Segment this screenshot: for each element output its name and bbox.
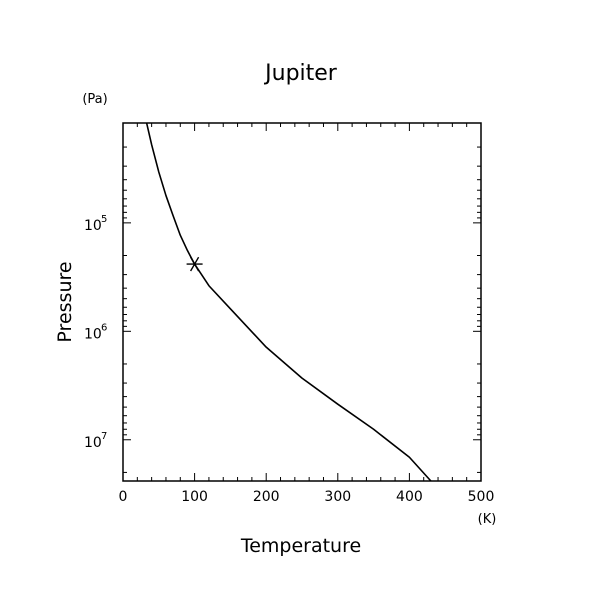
asterisk-marker xyxy=(186,256,203,272)
y-tick-label-base: 10 xyxy=(84,218,102,234)
annotations-group xyxy=(186,256,203,272)
x-tick-label: 200 xyxy=(253,489,280,505)
x-tick-label: 0 xyxy=(119,489,128,505)
y-tick-label-base: 10 xyxy=(84,435,102,451)
series-line xyxy=(145,122,432,482)
axis-ticks xyxy=(122,123,482,481)
y-tick-label: 10 7 xyxy=(84,431,107,451)
y-unit-label: (Pa) xyxy=(82,92,107,107)
y-tick-label: 10 6 xyxy=(84,322,107,342)
y-axis-label: Pressure xyxy=(54,261,76,342)
x-unit-label: (K) xyxy=(478,512,497,527)
asterisk-stroke xyxy=(189,256,200,272)
x-tick-label: 100 xyxy=(181,489,208,505)
y-tick-label: 10 5 xyxy=(84,214,107,234)
y-tick-label-exponent: 5 xyxy=(101,214,107,225)
x-tick-label: 500 xyxy=(468,489,495,505)
x-axis-label: Temperature xyxy=(240,535,361,557)
chart-title: Jupiter xyxy=(263,61,338,86)
x-tick-label: 400 xyxy=(396,489,423,505)
series-group xyxy=(145,122,432,482)
y-tick-label-exponent: 6 xyxy=(101,322,107,333)
x-tick-label: 300 xyxy=(324,489,351,505)
y-tick-label-base: 10 xyxy=(84,326,102,342)
y-tick-label-exponent: 7 xyxy=(101,431,107,442)
plot-frame xyxy=(122,122,482,482)
